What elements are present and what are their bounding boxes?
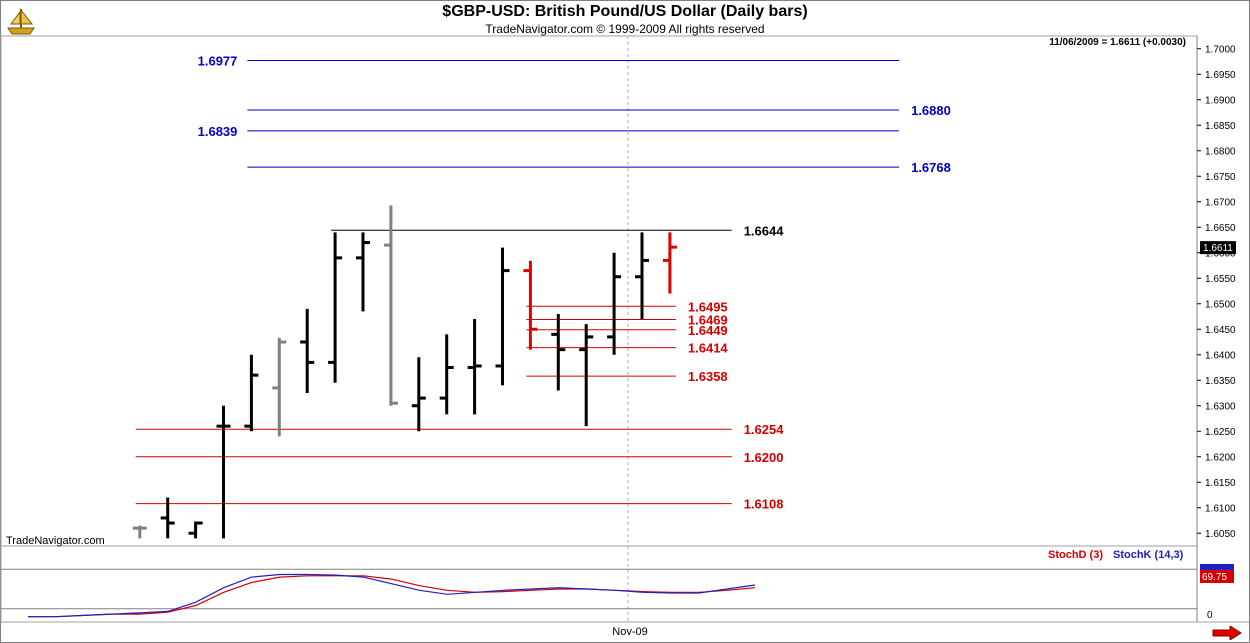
chart-title: $GBP-USD: British Pound/US Dollar (Daily… — [442, 3, 808, 20]
stoch-value-box — [1200, 569, 1234, 583]
price-panel[interactable] — [0, 35, 1198, 547]
legend-stoch-k: StochK (14,3) — [1113, 549, 1184, 561]
y-tick-label: 1.6200 — [1205, 452, 1236, 463]
level-label: 1.6254 — [744, 422, 785, 437]
y-tick-label: 1.6050 — [1205, 529, 1236, 540]
ohlc-bar — [132, 525, 147, 539]
ohlc-bar — [579, 324, 594, 427]
y-tick-label: 1.6350 — [1205, 376, 1236, 387]
ship-wheel-logo-icon[interactable] — [4, 6, 38, 36]
price-axis-ticks: 1.7000 1.6950 1.6900 1.6850 1.6800 1.6750 1.67… — [1197, 44, 1236, 540]
ohlc-bar — [607, 252, 622, 355]
y-tick-label: 1.6550 — [1205, 274, 1236, 285]
last-price-box — [1200, 241, 1236, 255]
ohlc-bar — [300, 308, 315, 393]
stochastic-panel[interactable] — [0, 545, 1198, 623]
ohlc-bar — [216, 405, 231, 539]
level-label: 1.6839 — [198, 124, 238, 139]
level-label: 1.6880 — [911, 103, 951, 118]
ohlc-bar — [328, 232, 343, 383]
ohlc-bar — [439, 334, 454, 415]
ohlc-bar — [662, 232, 677, 294]
y-tick-label: 1.6650 — [1205, 223, 1236, 234]
level-label: 1.6108 — [744, 497, 784, 512]
ohlc-bar — [272, 337, 287, 437]
y-tick-label: 1.6700 — [1205, 197, 1236, 208]
y-tick-label: 1.6800 — [1205, 146, 1236, 157]
level-label: 1.6644 — [744, 223, 785, 238]
y-tick-label: 1.6450 — [1205, 325, 1236, 336]
y-tick-label: 1.6100 — [1205, 503, 1236, 514]
x-axis-date-label: Nov-09 — [612, 626, 648, 638]
last-price-label: 1.6611 — [1203, 243, 1233, 254]
stoch-series-line — [28, 573, 756, 618]
stoch-value-label: 69.75 — [1202, 572, 1227, 583]
ohlc-bar — [411, 357, 426, 432]
ohlc-bar — [523, 260, 538, 350]
red-right-arrow-icon[interactable] — [1212, 626, 1242, 640]
support-resistance-levels: 1.69771.68801.68391.67681.66441.64951.64… — [135, 53, 951, 512]
level-label: 1.6358 — [688, 369, 728, 384]
level-label: 1.6449 — [688, 323, 728, 338]
ohlc-bar — [244, 354, 259, 432]
ohlc-bar — [495, 247, 510, 386]
last-price-readout: 11/06/2009 = 1.6611 (+0.0030) — [1049, 37, 1186, 48]
stochastic-lines: 069.75 — [1, 563, 1234, 621]
y-tick-label: 1.6500 — [1205, 299, 1236, 310]
ohlc-bar — [160, 497, 175, 539]
y-tick-label: 1.6750 — [1205, 172, 1236, 183]
last-price-marker: 1.6611 — [1200, 241, 1236, 255]
stoch-k-value-box — [1200, 563, 1234, 570]
y-tick-label: 1.6900 — [1205, 95, 1236, 106]
y-tick-label: 1.6250 — [1205, 427, 1236, 438]
level-label: 1.6200 — [744, 450, 784, 465]
ohlc-bar — [356, 232, 370, 312]
stoch-tick-label: 0 — [1207, 610, 1213, 621]
y-tick-label: 1.6400 — [1205, 350, 1236, 361]
level-label: 1.6977 — [198, 53, 238, 68]
y-tick-label: 1.7000 — [1205, 44, 1236, 55]
ohlc-bar — [551, 313, 566, 391]
level-label: 1.6495 — [688, 299, 728, 314]
y-tick-label: 1.6950 — [1205, 70, 1236, 81]
y-tick-label: 1.6300 — [1205, 401, 1236, 412]
ohlc-bar — [467, 319, 482, 415]
ohlc-bar — [188, 521, 203, 539]
ohlc-bars — [132, 205, 677, 539]
level-label: 1.6469 — [688, 313, 728, 328]
ohlc-bar — [383, 205, 398, 406]
y-tick-label: 1.6850 — [1205, 121, 1236, 132]
watermark-text: TradeNavigator.com — [6, 535, 105, 547]
level-label: 1.6414 — [688, 341, 729, 356]
level-label: 1.6768 — [911, 160, 951, 175]
legend-stoch-d: StochD (3) — [1048, 549, 1103, 561]
ohlc-bar — [635, 232, 649, 320]
chart-subtitle: TradeNavigator.com © 1999-2009 All right… — [485, 22, 765, 36]
y-tick-label: 1.6150 — [1205, 478, 1236, 489]
